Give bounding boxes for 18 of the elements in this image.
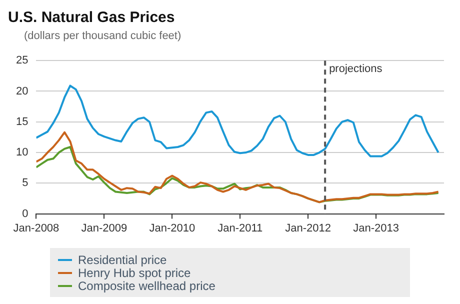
legend-label: Henry Hub spot price [78,266,191,280]
y-tick-label: 15 [16,116,28,128]
x-tick-label: Jan-2011 [218,222,263,234]
legend-label: Residential price [78,252,167,266]
y-tick-label: 10 [16,146,28,159]
chart-title: U.S. Natural Gas Prices [8,8,176,28]
y-tick-label: 25 [16,54,28,67]
legend-label: Composite wellhead price [78,278,216,292]
y-axis-title: (dollars per thousand cubic feet) [24,30,182,44]
ref-line-label: projections [329,63,383,76]
x-tick-label: Jan-2013 [353,222,399,234]
x-tick-label: Jan-2009 [81,222,128,234]
x-tick-label: Jan-2008 [13,222,60,234]
x-tick-label: Jan-2012 [285,222,332,234]
y-tick-label: 0 [22,208,28,220]
x-tick-label: Jan-2010 [149,222,196,234]
y-tick-label: 5 [22,177,28,190]
y-tick-label: 20 [16,85,28,98]
